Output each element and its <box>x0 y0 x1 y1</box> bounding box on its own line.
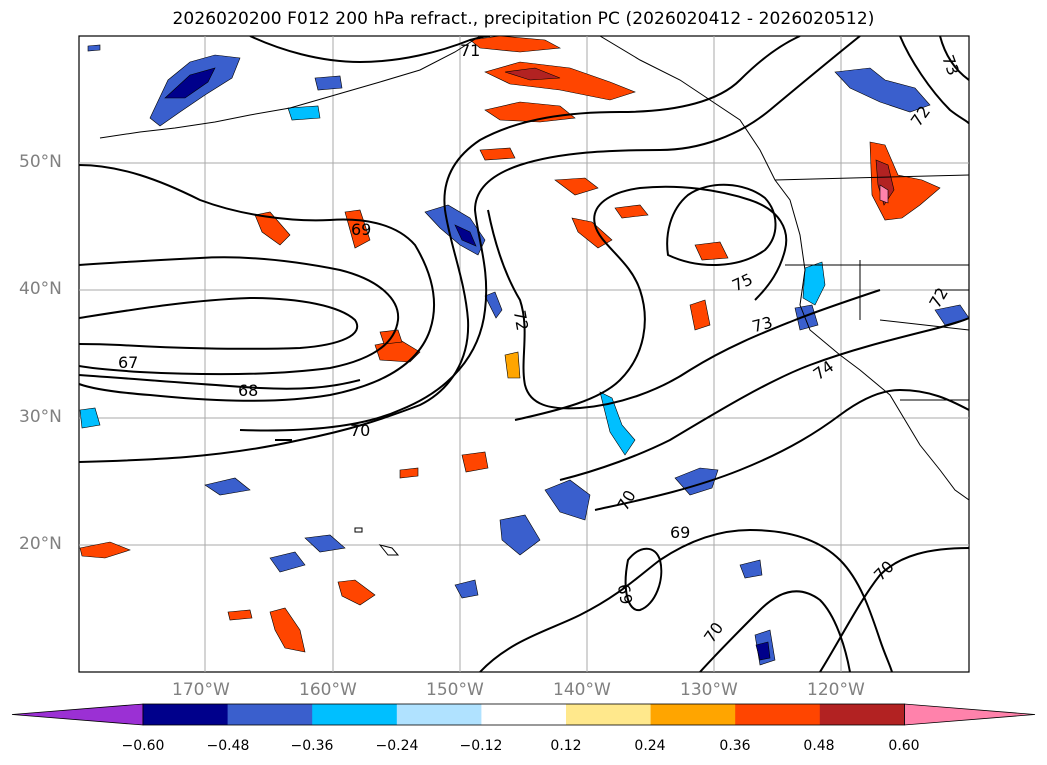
map-title: 2026020200 F012 200 hPa refract., precip… <box>172 9 875 29</box>
colorbar-tick-label: 0.12 <box>550 738 582 754</box>
contour-label: 71 <box>460 41 480 60</box>
colorbar-tick-label: 0.24 <box>634 738 666 754</box>
coastlines <box>99 36 969 556</box>
contour-label: 69 <box>614 583 636 606</box>
contour-label: 68 <box>238 381 258 400</box>
contour-label: 67 <box>118 353 138 372</box>
positive-anomaly-blobs <box>79 36 941 653</box>
contour-label: 73 <box>750 313 775 337</box>
colorbar-tick-label: −0.36 <box>290 738 334 754</box>
colorbar-tick-label: 0.36 <box>719 738 751 754</box>
contour-label: 69 <box>351 220 371 239</box>
lon-label-130w: 130°W <box>680 680 738 700</box>
negative-anomaly-blobs <box>79 44 969 666</box>
colorbar-tick-label: −0.48 <box>206 738 250 754</box>
contour-label: 69 <box>670 523 690 542</box>
lon-label-140w: 140°W <box>553 680 611 700</box>
lat-label-40n: 40°N <box>19 279 62 299</box>
refractivity-contours <box>79 36 969 672</box>
colorbar-tick-label: 0.60 <box>888 738 920 754</box>
lon-label-150w: 150°W <box>426 680 484 700</box>
colorbar-tick-label: 0.48 <box>803 738 835 754</box>
colorbar-tick-label: −0.12 <box>459 738 503 754</box>
lat-label-50n: 50°N <box>19 152 62 172</box>
colorbar-tick-label: −0.24 <box>375 738 419 754</box>
lon-label-170w: 170°W <box>172 680 230 700</box>
lat-label-30n: 30°N <box>19 407 62 427</box>
contour-label: 70 <box>350 421 370 440</box>
lon-label-120w: 120°W <box>807 680 865 700</box>
contour-label: 72 <box>510 309 532 332</box>
lat-label-20n: 20°N <box>19 534 62 554</box>
colorbar-tick-label: −0.60 <box>121 738 165 754</box>
lon-label-160w: 160°W <box>299 680 357 700</box>
